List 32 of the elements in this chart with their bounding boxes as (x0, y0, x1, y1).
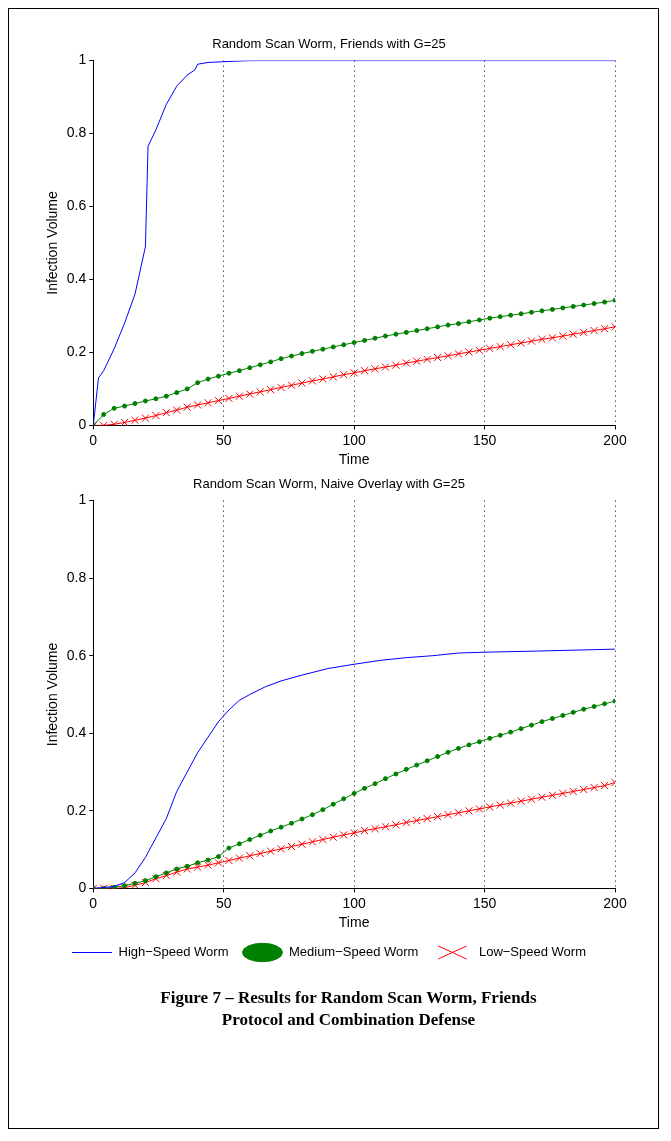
x-tick-label: 100 (342, 894, 367, 911)
x-axis-title: Time (338, 451, 370, 468)
x-axis-title: Time (338, 914, 370, 931)
legend-label: High−Speed Worm (118, 944, 229, 960)
x-tick-label: 50 (215, 431, 232, 448)
x-tick-label: 100 (342, 431, 367, 448)
y-axis-title: Infection Volume (44, 642, 61, 747)
y-tick-label: 1 (78, 491, 87, 508)
x-tick-label: 200 (603, 431, 627, 448)
x-tick-label: 0 (89, 894, 98, 911)
y-tick-label: 1 (78, 51, 87, 68)
y-tick-label: 0.6 (66, 646, 87, 663)
y-tick-label: 0.2 (66, 801, 87, 818)
x-tick-label: 50 (215, 894, 232, 911)
y-tick-label: 0.2 (66, 343, 87, 360)
legend-label: Low−Speed Worm (478, 944, 586, 960)
x-tick-label: 150 (472, 894, 497, 911)
x-tick-label: 150 (472, 431, 497, 448)
legend-label: Medium−Speed Worm (288, 944, 419, 960)
y-tick-label: 0.4 (66, 724, 87, 741)
x-tick-label: 0 (89, 431, 98, 448)
y-tick-label: 0.6 (66, 197, 87, 214)
chart-title: Random Scan Worm, Friends with G=25 (212, 36, 446, 52)
y-tick-label: 0 (78, 879, 87, 896)
y-tick-label: 0.4 (66, 270, 87, 287)
chart-title: Random Scan Worm, Naive Overlay with G=25 (193, 476, 465, 492)
caption: Figure 7 – Results for Random Scan Worm, Friends Protocol and Combination Defense (159, 987, 538, 1031)
x-tick-label: 200 (603, 894, 627, 911)
y-tick-label: 0.8 (66, 569, 87, 586)
y-tick-label: 0 (78, 416, 87, 433)
y-tick-label: 0.8 (66, 124, 87, 141)
y-axis-title: Infection Volume (44, 191, 61, 295)
